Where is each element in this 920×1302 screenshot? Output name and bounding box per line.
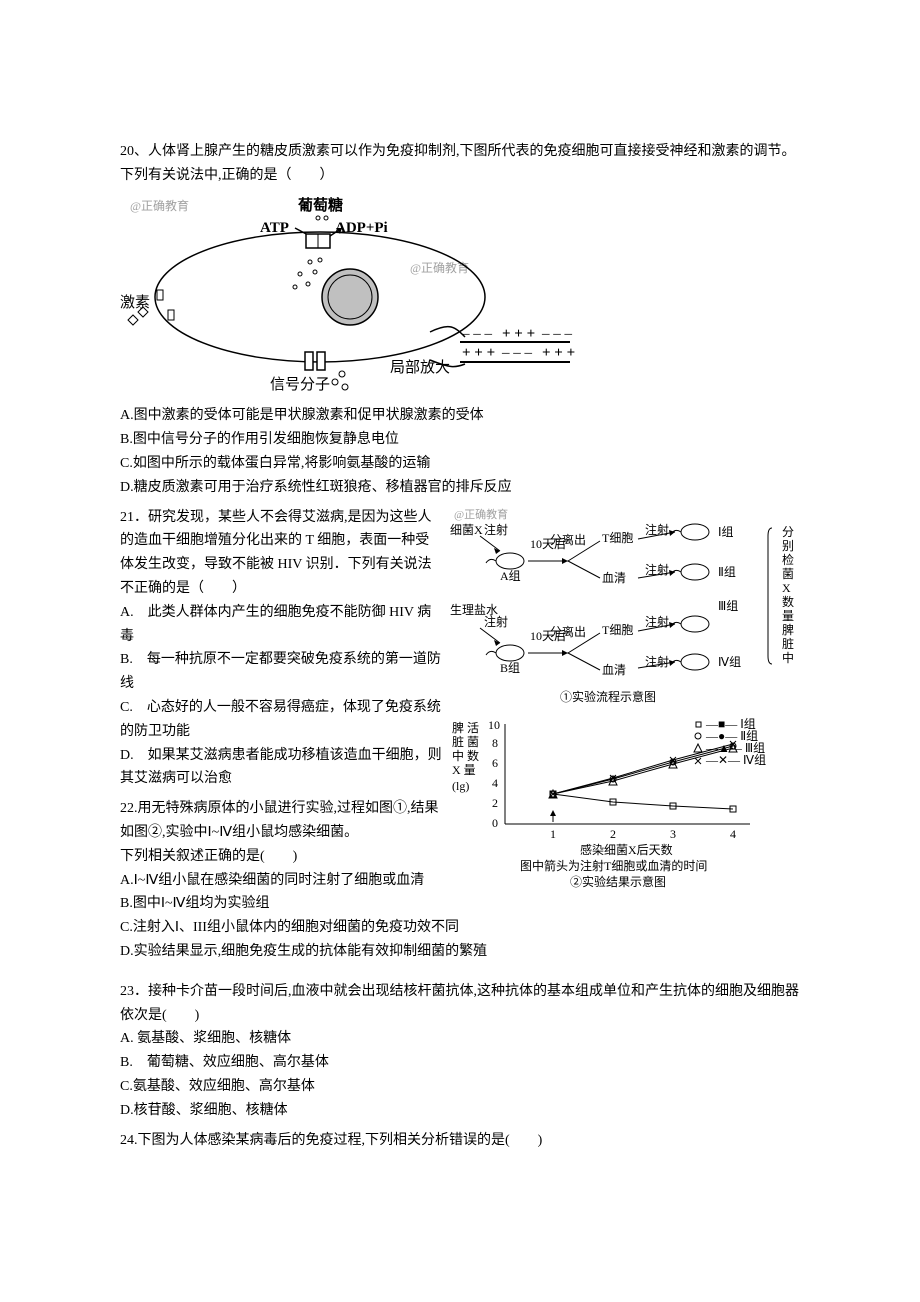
q22-inject-5: 注射 xyxy=(645,614,669,629)
svg-text:8: 8 xyxy=(492,736,498,750)
q23-optC: C.氨基酸、效应细胞、高尔基体 xyxy=(120,1075,800,1099)
q23-optA: A. 氨基酸、浆细胞、核糖体 xyxy=(120,1027,800,1051)
right-v-6: 数 xyxy=(782,594,794,609)
label-atp: ATP xyxy=(260,220,289,236)
svg-text:– – –: – – – xyxy=(541,326,573,342)
cell-membrane xyxy=(155,232,485,362)
q22-chart-note: 图中箭头为注射T细胞或血清的时间 xyxy=(520,858,707,873)
q23-stem: 23．接种卡介苗一段时间后,血液中就会出现结核杆菌抗体,这种抗体的基本组成单位和… xyxy=(120,980,800,1028)
q20-optA: A.图中激素的受体可能是甲状腺激素和促甲状腺激素的受体 xyxy=(120,404,800,428)
channel-r xyxy=(317,352,325,370)
svg-text:2: 2 xyxy=(610,827,616,841)
q23-optD: D.核苷酸、浆细胞、核糖体 xyxy=(120,1099,800,1123)
q23-stem-text: 接种卡介苗一段时间后,血液中就会出现结核杆菌抗体,这种抗体的基本组成单位和产生抗… xyxy=(120,984,799,1023)
svg-text:1: 1 xyxy=(550,827,556,841)
q22-number: 22. xyxy=(120,801,138,816)
svg-text:10: 10 xyxy=(488,718,500,732)
q22-chart-caption: ②实验结果示意图 xyxy=(570,874,666,889)
label-III: Ⅲ组 xyxy=(718,599,738,613)
q24-stem: 24.下图为人体感染某病毒后的免疫过程,下列相关分析错误的是( ) xyxy=(120,1129,800,1153)
svg-text:2: 2 xyxy=(492,796,498,810)
svg-text:+ + +: + + + xyxy=(542,345,575,361)
svg-text:4: 4 xyxy=(730,827,736,841)
q20-number: 20、 xyxy=(120,144,148,159)
label-Agroup: A组 xyxy=(500,569,521,583)
q20-fig-watermark1: @正确教育 xyxy=(130,198,189,213)
svg-text:– – –: – – – xyxy=(461,326,493,342)
q22-chart-xlabel: 感染细菌X后天数 xyxy=(580,842,673,857)
label-Bgroup: B组 xyxy=(500,661,520,675)
channel-l xyxy=(305,352,313,370)
label-glucose: 葡萄糖 xyxy=(297,196,343,214)
q23-optB: B. 葡萄糖、效应细胞、高尔基体 xyxy=(120,1051,800,1075)
q22-stem-text1: 用无特殊病原体的小鼠进行实验,过程如图①,结果如图②,实验中Ⅰ~Ⅳ组小鼠均感染细… xyxy=(120,801,439,840)
q22-tcell-1: T细胞 xyxy=(602,531,633,545)
q21-number: 21． xyxy=(120,510,148,525)
q22-figures-wrapper: .l2{stroke:#000;stroke-width:1;fill:none… xyxy=(450,506,800,904)
label-enlarge: 局部放大 xyxy=(390,359,450,376)
q22-fig1-watermark: @正确教育 xyxy=(454,507,508,521)
q22-optD: D.实验结果显示,细胞免疫生成的抗体能有效抑制细菌的繁殖 xyxy=(120,940,800,964)
q22-inject-2: 注射 xyxy=(645,522,669,537)
label-adp: ADP+Pi xyxy=(335,220,388,236)
label-II: Ⅱ组 xyxy=(718,565,736,579)
right-v-2: 别 xyxy=(782,539,794,553)
exam-page: 20、人体肾上腺产生的糖皮质激素可以作为免疫抑制剂,下图所代表的免疫细胞可直接接… xyxy=(0,0,920,1302)
right-v-1: 分 xyxy=(782,525,794,539)
right-v-4: 菌 xyxy=(782,567,794,581)
svg-text:(lg): (lg) xyxy=(452,779,469,793)
q22-optC: C.注射入Ⅰ、III组小鼠体内的细胞对细菌的免疫功效不同 xyxy=(120,916,800,940)
svg-text:6: 6 xyxy=(492,756,498,770)
q22-fig1-caption: ①实验流程示意图 xyxy=(560,689,656,704)
svg-text:X 量: X 量 xyxy=(452,763,476,777)
q20-figure: .ln{stroke:#000;stroke-width:1.5;fill:no… xyxy=(120,192,580,392)
q22-figure-chart: .ax{stroke:#000;stroke-width:1;fill:none… xyxy=(450,714,800,894)
q22-sep-1: 分离出 xyxy=(550,532,586,547)
q22-serum-1: 血清 xyxy=(602,571,626,585)
q20-optD: D.糖皮质激素可用于治疗系统性红斑狼疮、移植器官的排斥反应 xyxy=(120,476,800,500)
svg-text:+ + +: + + + xyxy=(462,345,495,361)
label-bacteriaX: 细菌X xyxy=(450,523,483,537)
q22-tcell-2: T细胞 xyxy=(602,623,633,637)
q22-inject-4: 注射 xyxy=(484,614,508,629)
right-v-10: 中 xyxy=(782,650,794,665)
q21-stem-text: 研究发现，某些人不会得艾滋病,是因为这些人的造血干细胞增殖分化出来的 T 细胞，… xyxy=(120,510,432,596)
q22-inject-1: 注射 xyxy=(484,522,508,537)
label-IV: Ⅳ组 xyxy=(718,655,741,669)
svg-text:3: 3 xyxy=(670,827,676,841)
q24-stem-text: 下图为人体感染某病毒后的免疫过程,下列相关分析错误的是( ) xyxy=(138,1133,543,1148)
q20-optC: C.如图中所示的载体蛋白异常,将影响氨基酸的运输 xyxy=(120,452,800,476)
svg-text:中 数: 中 数 xyxy=(452,748,479,763)
question-23: 23．接种卡介苗一段时间后,血液中就会出现结核杆菌抗体,这种抗体的基本组成单位和… xyxy=(120,980,800,1123)
svg-text:脾 活: 脾 活 xyxy=(452,720,479,735)
q24-number: 24. xyxy=(120,1133,138,1148)
q20-stem2: 下列有关说法中,正确的是（ ） xyxy=(120,164,800,188)
nucleus xyxy=(322,269,378,325)
q23-number: 23． xyxy=(120,984,148,999)
label-I: Ⅰ组 xyxy=(718,525,734,539)
svg-text:+ + +: + + + xyxy=(502,326,535,342)
right-v-9: 脏 xyxy=(782,636,794,651)
q20-stem: 20、人体肾上腺产生的糖皮质激素可以作为免疫抑制剂,下图所代表的免疫细胞可直接接… xyxy=(120,140,800,164)
right-v-5: X xyxy=(782,581,791,595)
q22-sep-2: 分离出 xyxy=(550,624,586,639)
svg-text:脏 菌: 脏 菌 xyxy=(452,734,479,749)
svg-text:4: 4 xyxy=(492,776,498,790)
q20-stem-text1: 人体肾上腺产生的糖皮质激素可以作为免疫抑制剂,下图所代表的免疫细胞可直接接受神经… xyxy=(148,144,796,159)
right-v-3: 检 xyxy=(782,552,794,567)
right-v-7: 量 xyxy=(782,609,794,623)
question-24: 24.下图为人体感染某病毒后的免疫过程,下列相关分析错误的是( ) xyxy=(120,1129,800,1153)
q22-figure-flow: .l2{stroke:#000;stroke-width:1;fill:none… xyxy=(450,506,800,706)
right-v-8: 脾 xyxy=(782,622,794,637)
svg-text:0: 0 xyxy=(492,816,498,830)
question-20: 20、人体肾上腺产生的糖皮质激素可以作为免疫抑制剂,下图所代表的免疫细胞可直接接… xyxy=(120,140,800,500)
label-hormone: 激素 xyxy=(120,294,150,311)
q20-optB: B.图中信号分子的作用引发细胞恢复静息电位 xyxy=(120,428,800,452)
svg-text:– – –: – – – xyxy=(501,345,533,361)
svg-text:—✕— Ⅳ组: —✕— Ⅳ组 xyxy=(705,753,766,767)
label-signal: 信号分子 xyxy=(270,376,330,392)
q22-serum-2: 血清 xyxy=(602,663,626,677)
